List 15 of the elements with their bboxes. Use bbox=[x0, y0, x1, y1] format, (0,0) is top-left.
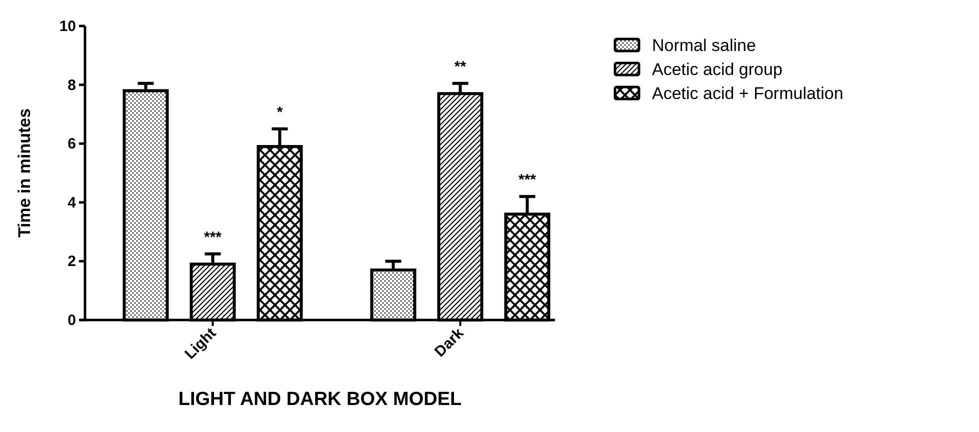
annotation: *** bbox=[204, 228, 222, 246]
y-tick-label: 0 bbox=[68, 312, 76, 329]
legend-label: Acetic acid + Formulation bbox=[652, 84, 844, 103]
annotation: *** bbox=[518, 172, 536, 189]
y-tick-label: 4 bbox=[68, 194, 77, 212]
annotation: ** bbox=[454, 58, 466, 76]
annotation: * bbox=[276, 104, 283, 121]
y-tick-label: 6 bbox=[68, 136, 76, 153]
legend-label: Normal saline bbox=[652, 36, 756, 55]
legend-label: Acetic acid group bbox=[652, 60, 782, 79]
y-tick-label: 10 bbox=[59, 18, 76, 35]
x-axis-title: LIGHT AND DARK BOX MODEL bbox=[178, 389, 462, 410]
y-tick-label: 8 bbox=[68, 76, 76, 94]
y-tick-label: 2 bbox=[68, 253, 76, 270]
y-axis-title: Time in minutes bbox=[15, 108, 34, 238]
